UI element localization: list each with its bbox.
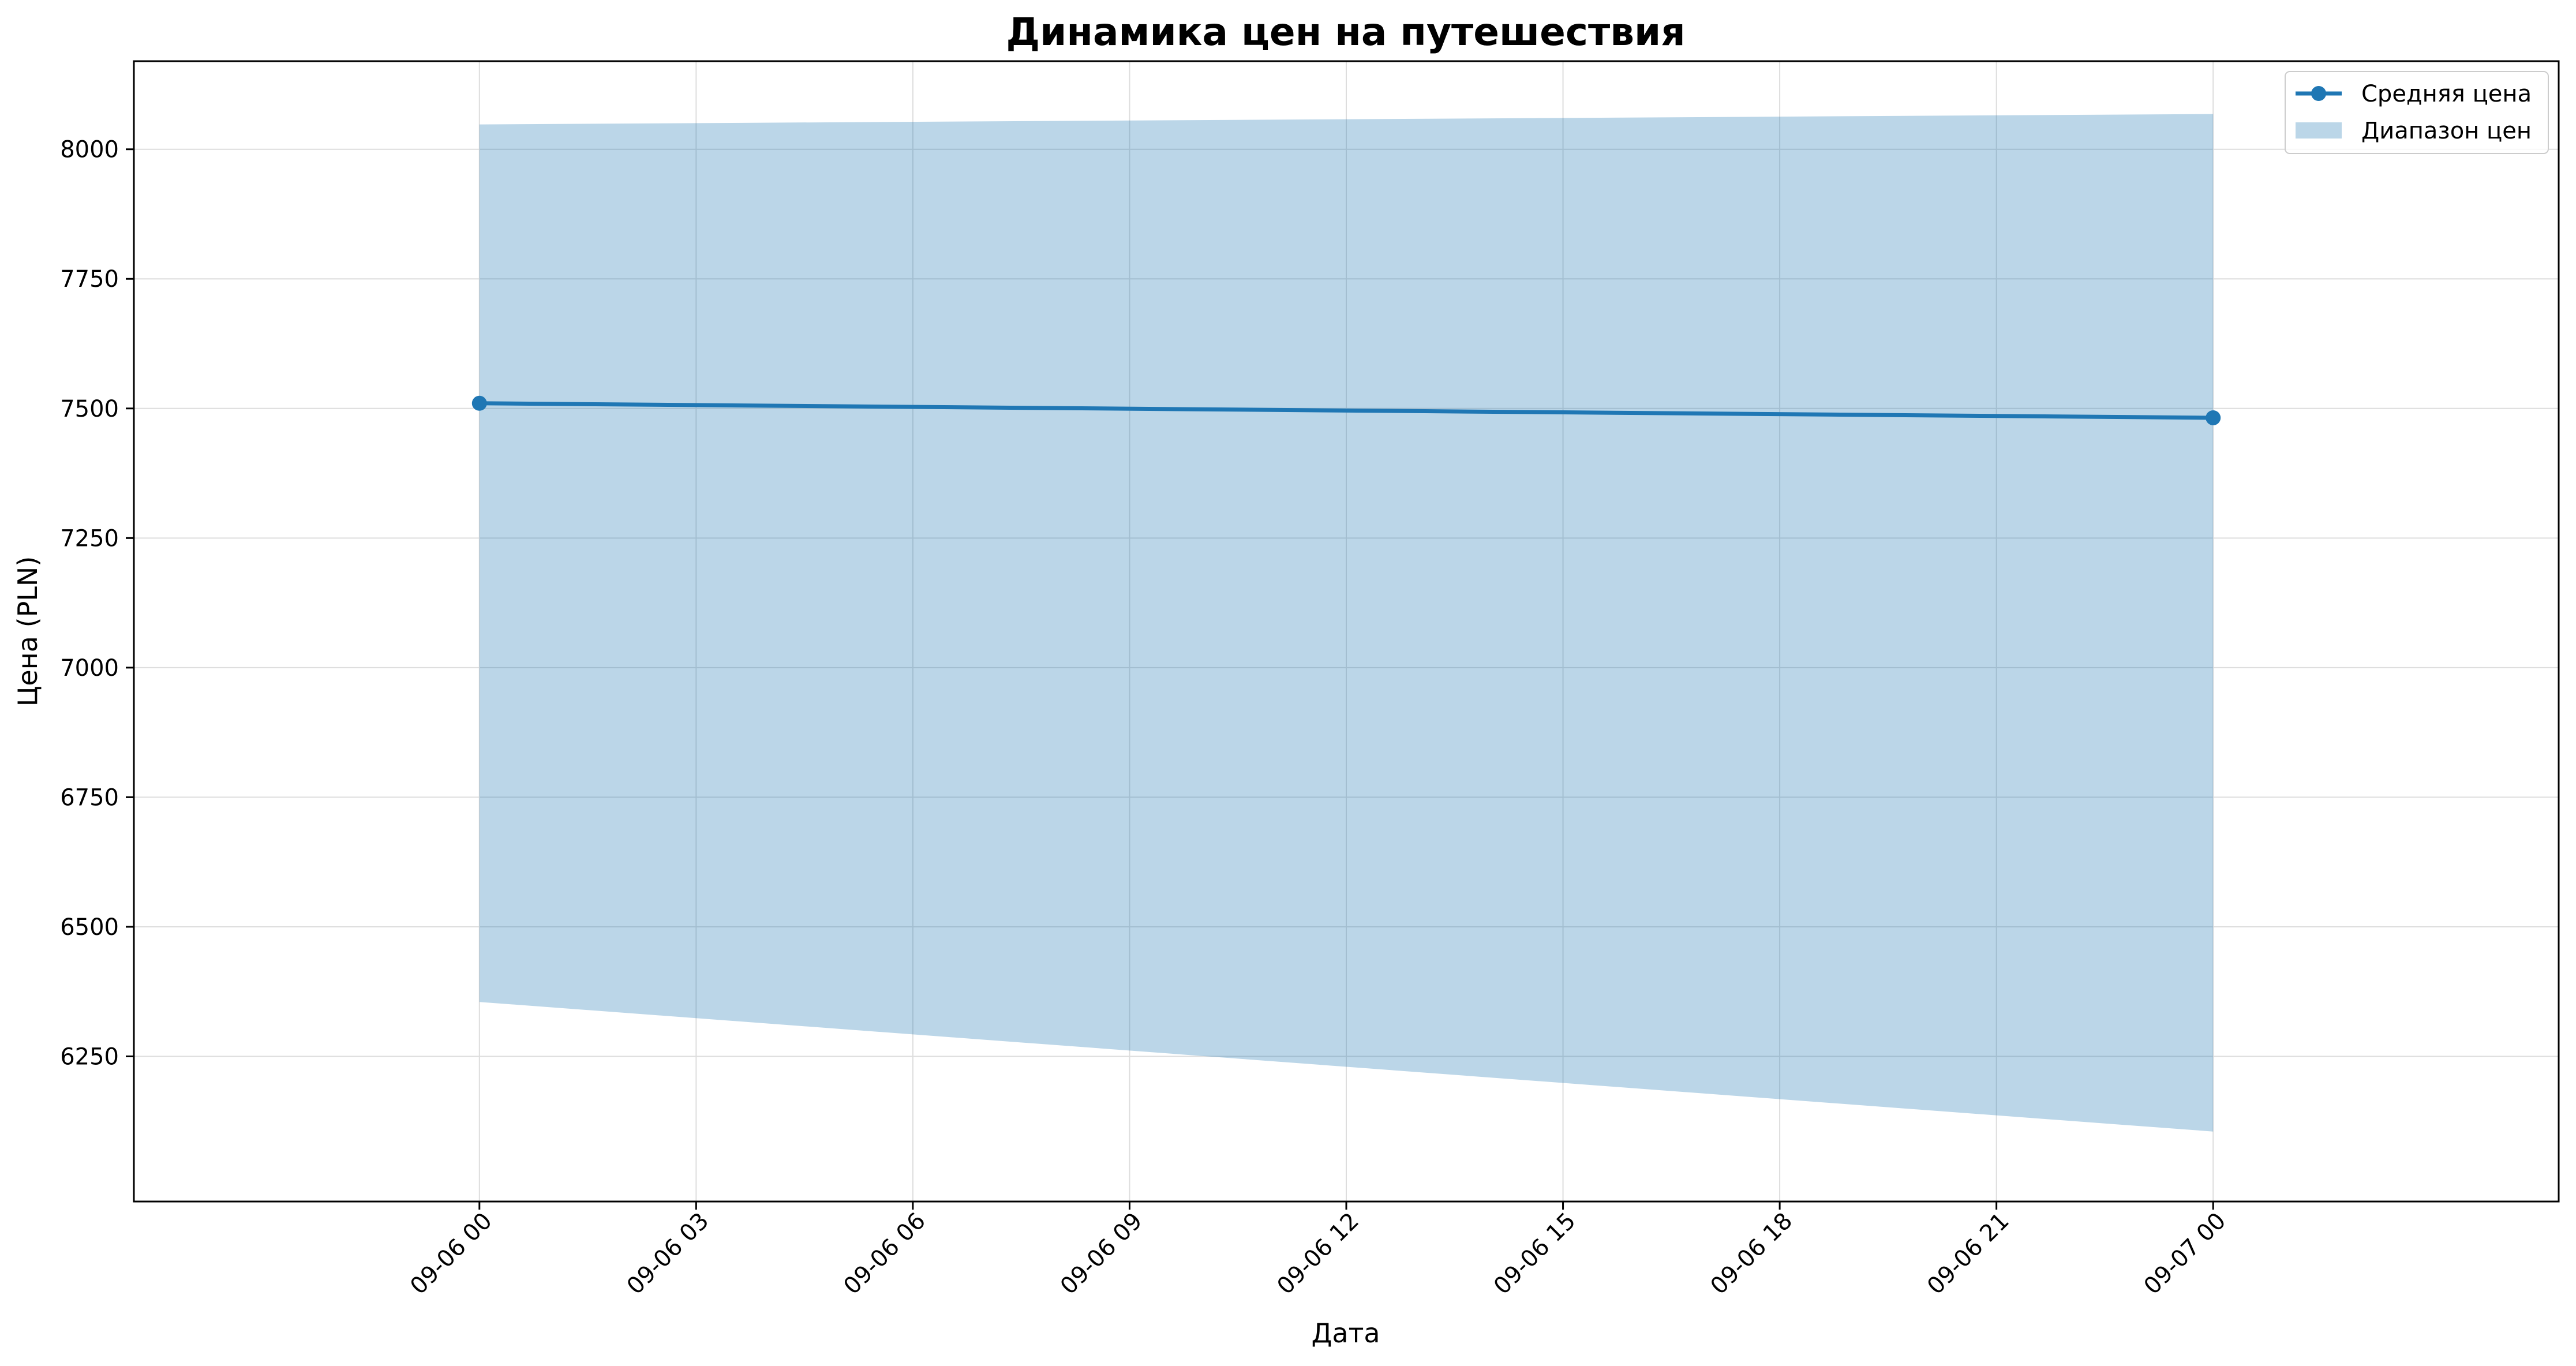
x-tick-label: 09-06 18 bbox=[1705, 1208, 1798, 1300]
legend: Средняя цена Диапазон цен bbox=[2285, 71, 2549, 154]
y-axis-label: Цена (PLN) bbox=[12, 556, 43, 707]
price-range-band bbox=[479, 114, 2214, 1132]
x-tick-label: 09-06 06 bbox=[838, 1208, 931, 1300]
x-tick-label: 09-06 21 bbox=[1922, 1208, 2015, 1300]
x-tick-label: 09-06 00 bbox=[405, 1208, 497, 1300]
x-tick-label: 09-06 09 bbox=[1055, 1208, 1148, 1300]
y-tick-label: 7000 bbox=[60, 655, 119, 682]
mean-price-point bbox=[471, 395, 487, 411]
y-tick-label: 6750 bbox=[60, 784, 119, 811]
x-tick-label: 09-06 15 bbox=[1489, 1208, 1581, 1300]
grid bbox=[134, 61, 2559, 1202]
y-tick-label: 7500 bbox=[60, 396, 119, 422]
legend-label-mean-price: Средняя цена bbox=[2361, 81, 2532, 107]
y-axis-ticks: 6250 6500 6750 7000 7250 7500 7750 8000 bbox=[60, 137, 134, 1071]
legend-label-price-range: Диапазон цен bbox=[2361, 118, 2532, 144]
mean-price-line bbox=[479, 401, 2214, 420]
legend-band-swatch bbox=[2296, 122, 2342, 139]
x-axis-label: Дата bbox=[1311, 1318, 1380, 1349]
x-tick-label: 09-07 00 bbox=[2139, 1208, 2231, 1300]
price-range-band-layer bbox=[479, 114, 2214, 1132]
legend-marker-swatch bbox=[2311, 86, 2326, 101]
y-tick-label: 7250 bbox=[60, 525, 119, 552]
x-tick-label: 09-06 03 bbox=[622, 1208, 714, 1300]
y-tick-label: 8000 bbox=[60, 137, 119, 163]
chart-title: Динамика цен на путешествия bbox=[1006, 10, 1685, 54]
mean-price-point bbox=[2206, 410, 2221, 425]
y-tick-label: 6250 bbox=[60, 1044, 119, 1071]
y-tick-label: 6500 bbox=[60, 914, 119, 941]
y-tick-label: 7750 bbox=[60, 266, 119, 293]
legend-box bbox=[2285, 71, 2549, 154]
mean-price-line-layer bbox=[471, 395, 2221, 425]
x-tick-label: 09-06 12 bbox=[1272, 1208, 1364, 1300]
x-axis-ticks: 09-06 00 09-06 03 09-06 06 09-06 09 09-06 12… bbox=[405, 1202, 2231, 1300]
